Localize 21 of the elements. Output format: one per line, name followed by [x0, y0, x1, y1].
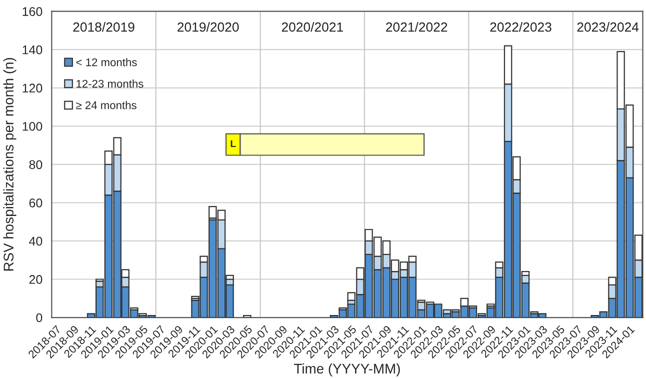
y-tick-label: 20: [29, 275, 42, 284]
y-tick-label: 60: [29, 198, 42, 208]
x-axis-title: Time (YYYY-MM): [294, 363, 400, 376]
y-axis-title: RSV hospitalizations per month (n): [3, 58, 16, 271]
annotation: 2022/2023: [490, 22, 552, 32]
y-tick-label: 100: [22, 122, 42, 131]
y-tick-label: 0: [36, 313, 42, 322]
annotation: 2023/2024: [577, 22, 639, 32]
annotation: 2021/2022: [386, 22, 448, 32]
legend-label: < 12 months: [76, 58, 137, 66]
annotation: 2019/2020: [178, 22, 239, 32]
annotation: 2020/2021: [282, 22, 343, 32]
legend-label: ≥ 24 months: [76, 101, 136, 110]
legend-label: 12-23 months: [76, 80, 144, 88]
annotation: L: [230, 140, 236, 148]
y-tick-label: 140: [22, 45, 42, 54]
y-tick-label: 120: [22, 84, 42, 93]
annotation: 2018/2019: [73, 22, 134, 32]
y-tick-label: 80: [29, 160, 42, 170]
y-tick-label: 40: [29, 236, 42, 246]
y-tick-label: 160: [22, 7, 42, 16]
